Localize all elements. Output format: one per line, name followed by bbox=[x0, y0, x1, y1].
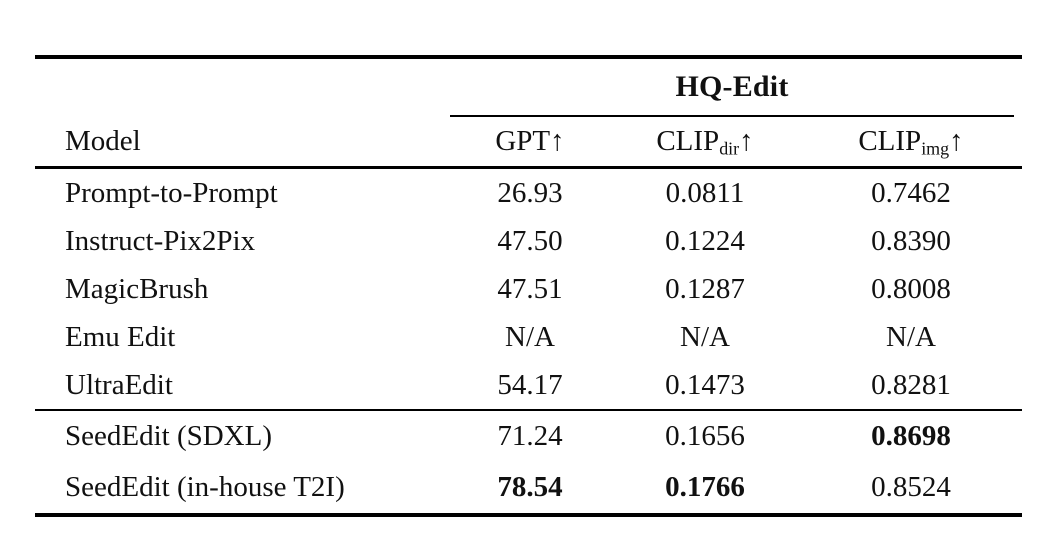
up-arrow-icon: ↑ bbox=[739, 124, 754, 157]
clip-img-cell: 0.8698 bbox=[871, 420, 951, 452]
clip-img-cell: 0.8390 bbox=[871, 224, 951, 257]
metric-subscript: dir bbox=[719, 137, 740, 158]
clip-img-cell: 0.8008 bbox=[871, 272, 951, 305]
model-cell: SeedEdit (in-house T2I) bbox=[65, 471, 345, 503]
table-row: Instruct-Pix2Pix 47.50 0.1224 0.8390 bbox=[35, 217, 1022, 265]
clip-dir-cell: N/A bbox=[680, 320, 730, 353]
group-header-row: HQ-Edit bbox=[35, 58, 1022, 117]
metric-name: CLIP bbox=[656, 124, 720, 157]
up-arrow-icon: ↑ bbox=[550, 124, 565, 157]
metric-name: CLIP bbox=[858, 124, 922, 157]
model-cell: SeedEdit (SDXL) bbox=[65, 420, 272, 452]
gpt-cell: 71.24 bbox=[497, 420, 563, 452]
column-header-gpt: GPT↑ bbox=[450, 124, 610, 157]
column-header-model: Model bbox=[65, 124, 141, 157]
gpt-cell: 47.50 bbox=[497, 224, 563, 257]
table-row: SeedEdit (in-house T2I) 78.54 0.1766 0.8… bbox=[35, 462, 1022, 513]
clip-dir-cell: 0.1224 bbox=[665, 224, 745, 257]
table-row: Prompt-to-Prompt 26.93 0.0811 0.7462 bbox=[35, 169, 1022, 217]
table-row: SeedEdit (SDXL) 71.24 0.1656 0.8698 bbox=[35, 411, 1022, 462]
hq-edit-results-table: HQ-Edit Model GPT↑ CLIPdir↑ CLIPimg↑ Pro… bbox=[35, 55, 1022, 517]
up-arrow-icon: ↑ bbox=[949, 124, 964, 157]
clip-dir-cell: 0.0811 bbox=[665, 176, 745, 209]
clip-dir-cell: 0.1766 bbox=[665, 471, 745, 503]
clip-dir-cell: 0.1656 bbox=[665, 420, 745, 452]
gpt-cell: N/A bbox=[505, 320, 555, 353]
model-cell: UltraEdit bbox=[65, 368, 173, 401]
model-cell: Prompt-to-Prompt bbox=[65, 176, 278, 209]
table-row: UltraEdit 54.17 0.1473 0.8281 bbox=[35, 361, 1022, 409]
metric-name: GPT bbox=[495, 124, 551, 157]
gpt-cell: 78.54 bbox=[497, 471, 563, 503]
table-row: MagicBrush 47.51 0.1287 0.8008 bbox=[35, 265, 1022, 313]
clip-img-cell: 0.7462 bbox=[871, 176, 951, 209]
clip-img-cell: N/A bbox=[886, 320, 936, 353]
model-cell: Instruct-Pix2Pix bbox=[65, 224, 256, 257]
gpt-cell: 47.51 bbox=[497, 272, 563, 305]
model-cell: Emu Edit bbox=[65, 320, 176, 353]
model-cell: MagicBrush bbox=[65, 272, 209, 305]
group-header-span: HQ-Edit bbox=[450, 58, 1014, 117]
clip-dir-cell: 0.1473 bbox=[665, 368, 745, 401]
group-title: HQ-Edit bbox=[675, 69, 789, 103]
seededit-rows: SeedEdit (SDXL) 71.24 0.1656 0.8698 Seed… bbox=[35, 409, 1022, 513]
clip-img-cell: 0.8281 bbox=[871, 368, 951, 401]
column-header-clip-dir: CLIPdir↑ bbox=[610, 124, 800, 158]
clip-img-cell: 0.8524 bbox=[871, 471, 951, 503]
gpt-cell: 54.17 bbox=[497, 368, 563, 401]
table-row: Emu Edit N/A N/A N/A bbox=[35, 313, 1022, 361]
baseline-rows: Prompt-to-Prompt 26.93 0.0811 0.7462 Ins… bbox=[35, 169, 1022, 409]
gpt-cell: 26.93 bbox=[497, 176, 563, 209]
clip-dir-cell: 0.1287 bbox=[665, 272, 745, 305]
metric-subscript: img bbox=[921, 137, 950, 158]
column-header-row: Model GPT↑ CLIPdir↑ CLIPimg↑ bbox=[35, 116, 1022, 169]
column-header-clip-img: CLIPimg↑ bbox=[800, 124, 1022, 158]
